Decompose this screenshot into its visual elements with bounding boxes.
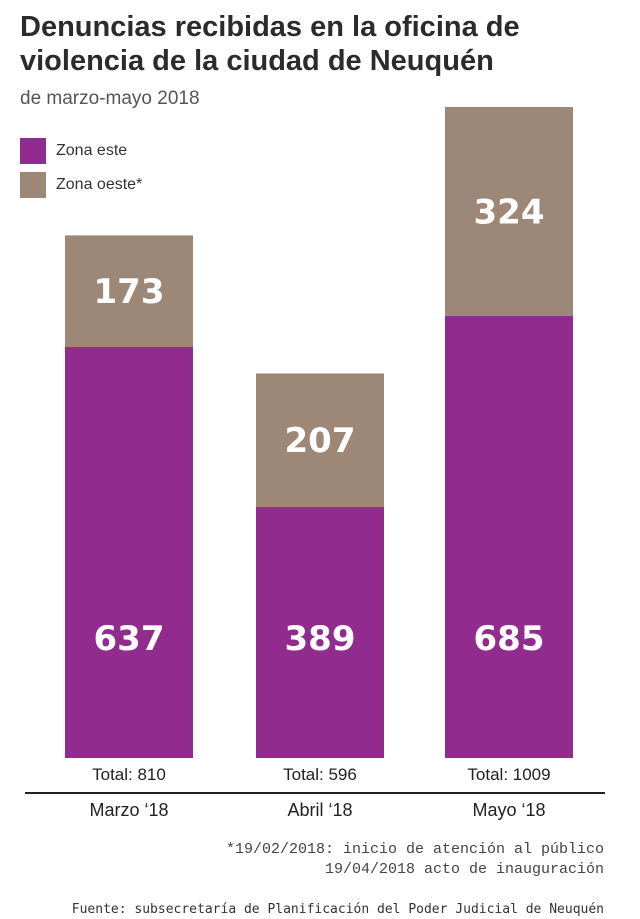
footnotes: *19/02/2018: inicio de atención al públi… bbox=[226, 840, 604, 880]
legend: Zona este Zona oeste* bbox=[20, 138, 142, 206]
legend-item-zona-oeste: Zona oeste* bbox=[20, 172, 142, 198]
source-note: Fuente: subsecretaría de Planificación d… bbox=[71, 902, 604, 917]
legend-label-zona-oeste: Zona oeste* bbox=[56, 176, 143, 193]
legend-swatch-zona-oeste bbox=[20, 172, 46, 198]
chart-title: Denuncias recibidas en la oficina de vio… bbox=[20, 11, 520, 77]
data-label-zona-oeste-1: 173 bbox=[94, 272, 165, 312]
total-label-1: Total: 810 bbox=[92, 765, 166, 784]
chart-subtitle: de marzo-mayo 2018 bbox=[20, 88, 200, 109]
legend-item-zona-este: Zona este bbox=[20, 138, 142, 164]
bar-zona-este-2 bbox=[256, 507, 384, 758]
bar-zona-oeste-3 bbox=[445, 107, 573, 317]
total-label-2: Total: 596 bbox=[283, 765, 357, 784]
data-label-zona-oeste-3: 324 bbox=[474, 193, 545, 233]
data-label-zona-este-1: 637 bbox=[94, 619, 165, 659]
footnote-line-1: *19/02/2018: inicio de atención al públi… bbox=[225, 841, 604, 858]
bar-zona-oeste-1 bbox=[65, 235, 193, 348]
category-label-1: Marzo ‘18 bbox=[89, 800, 168, 820]
bar-zona-oeste-2 bbox=[256, 373, 384, 508]
legend-swatch-zona-este bbox=[20, 138, 46, 164]
data-label-zona-este-2: 389 bbox=[285, 619, 356, 659]
bar-zona-este-3 bbox=[445, 316, 573, 758]
category-label-2: Abril ‘18 bbox=[287, 800, 352, 820]
total-label-3: Total: 1009 bbox=[467, 765, 550, 784]
bar-zona-este-1 bbox=[65, 347, 193, 758]
data-label-zona-este-3: 685 bbox=[474, 619, 545, 659]
category-label-3: Mayo ‘18 bbox=[472, 800, 545, 820]
legend-label-zona-este: Zona este bbox=[56, 142, 128, 159]
data-label-zona-oeste-2: 207 bbox=[285, 421, 356, 461]
footnote-line-2: 19/04/2018 acto de inauguración bbox=[324, 861, 604, 878]
